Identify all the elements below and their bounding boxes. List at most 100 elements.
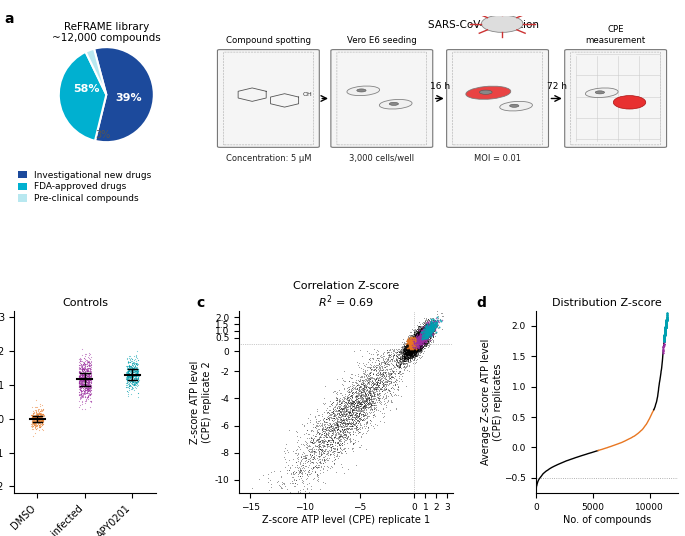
Point (78, 354, 89, 362)
Point (412, 329, 423, 337)
Point (414, 341, 425, 350)
Point (418, 326, 429, 334)
Point (347, 407, 358, 415)
Point (341, 432, 352, 441)
Point (358, 400, 369, 409)
Point (410, 340, 421, 348)
Text: 16 h: 16 h (429, 83, 450, 92)
Point (35, 413, 46, 422)
Point (412, 330, 423, 339)
Point (32, 410, 42, 418)
Point (410, 337, 421, 346)
Point (130, 372, 141, 381)
Point (401, 349, 412, 358)
Point (419, 331, 430, 340)
Point (343, 413, 354, 421)
Point (407, 346, 418, 355)
Point (82, 392, 93, 400)
Point (408, 342, 419, 351)
Point (406, 338, 417, 346)
Point (408, 344, 419, 353)
Point (414, 333, 425, 342)
Point (416, 338, 427, 346)
Point (322, 426, 333, 435)
Point (419, 331, 430, 340)
Point (412, 336, 423, 345)
Point (323, 436, 334, 444)
Point (405, 343, 416, 351)
Point (345, 422, 356, 430)
Point (418, 338, 429, 346)
Point (128, 378, 139, 386)
Point (374, 389, 385, 397)
Point (413, 343, 424, 352)
Point (407, 336, 418, 345)
Point (405, 334, 416, 343)
Point (414, 340, 425, 348)
Point (408, 336, 419, 345)
Point (405, 340, 416, 348)
Point (356, 433, 366, 441)
Point (345, 402, 356, 411)
Point (321, 429, 332, 438)
Point (425, 323, 436, 331)
Point (384, 365, 395, 374)
Point (421, 329, 432, 338)
Point (416, 337, 427, 345)
Point (343, 399, 354, 407)
Point (410, 335, 421, 344)
Point (29, 423, 40, 431)
Point (368, 362, 379, 370)
Point (408, 349, 419, 358)
Point (335, 399, 346, 408)
Point (408, 347, 419, 355)
Point (417, 333, 428, 341)
Point (410, 351, 421, 359)
Point (407, 334, 418, 343)
Point (377, 404, 388, 412)
Point (401, 346, 412, 354)
Point (414, 333, 425, 342)
Point (432, 321, 443, 330)
Point (419, 333, 429, 342)
Point (374, 368, 385, 376)
Point (27, 414, 38, 423)
Point (127, 354, 138, 363)
Point (123, 379, 134, 388)
Point (421, 330, 432, 339)
Point (33, 404, 44, 413)
Point (342, 401, 353, 410)
Point (347, 421, 358, 430)
Point (421, 327, 432, 336)
Point (421, 325, 432, 334)
Point (405, 347, 416, 355)
Point (406, 336, 416, 345)
Point (406, 346, 417, 354)
Point (125, 375, 136, 384)
Point (416, 338, 427, 347)
Point (423, 324, 434, 332)
Point (403, 344, 414, 352)
Point (416, 327, 427, 336)
Point (422, 325, 433, 333)
Point (313, 433, 324, 441)
Point (353, 423, 364, 432)
Point (28, 418, 39, 427)
Point (360, 366, 371, 374)
Point (390, 381, 401, 390)
Point (423, 322, 434, 330)
Point (405, 345, 416, 353)
Point (297, 467, 308, 476)
Point (366, 381, 377, 389)
Point (415, 340, 426, 348)
Point (356, 379, 366, 388)
Point (413, 342, 424, 351)
Point (429, 318, 440, 327)
Point (415, 345, 426, 353)
Point (368, 391, 379, 400)
Point (410, 337, 421, 346)
Point (406, 339, 416, 348)
Point (416, 332, 427, 340)
Point (406, 342, 416, 351)
Point (379, 352, 390, 361)
